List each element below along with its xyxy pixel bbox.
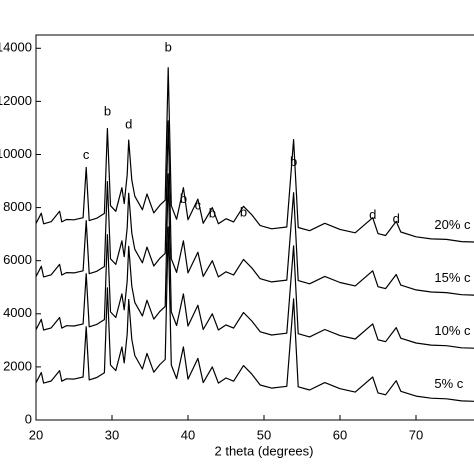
- x-tick-label: 70: [409, 427, 423, 442]
- x-axis-label: 2 theta (degrees): [214, 443, 313, 458]
- peak-annotation: b: [165, 40, 172, 55]
- plot-frame: [35, 34, 474, 421]
- x-tick-label: 30: [105, 427, 119, 442]
- y-tick-label: 0: [25, 411, 32, 426]
- series-line: [35, 173, 474, 349]
- y-tick-label: 10000: [0, 146, 32, 161]
- series-label: 20% c: [434, 217, 471, 232]
- peak-annotation: b: [209, 206, 216, 221]
- series-line: [35, 67, 474, 243]
- y-tick-label: 8000: [3, 199, 32, 214]
- peak-annotation: c: [195, 198, 202, 213]
- series-line: [35, 120, 474, 296]
- y-tick-label: 6000: [3, 252, 32, 267]
- peak-annotation: d: [125, 117, 132, 132]
- peak-annotation: b: [290, 154, 297, 169]
- y-tick-label: 4000: [3, 305, 32, 320]
- peak-annotation: d: [369, 207, 376, 222]
- peak-annotation: b: [240, 204, 247, 219]
- series-label: 15% c: [434, 270, 471, 285]
- y-tick-label: 14000: [0, 40, 32, 55]
- x-tick-label: 60: [333, 427, 347, 442]
- series-label: 10% c: [434, 323, 471, 338]
- peak-annotation: b: [104, 103, 111, 118]
- x-tick-label: 40: [181, 427, 195, 442]
- x-tick-label: 50: [257, 427, 271, 442]
- peak-annotation: c: [83, 147, 90, 162]
- y-tick-label: 12000: [0, 93, 32, 108]
- peak-annotation: b: [180, 191, 187, 206]
- y-tick-label: 2000: [3, 358, 32, 373]
- series-label: 5% c: [434, 376, 463, 391]
- x-tick-label: 20: [29, 427, 43, 442]
- peak-annotation: d: [393, 211, 400, 226]
- series-line: [35, 226, 474, 402]
